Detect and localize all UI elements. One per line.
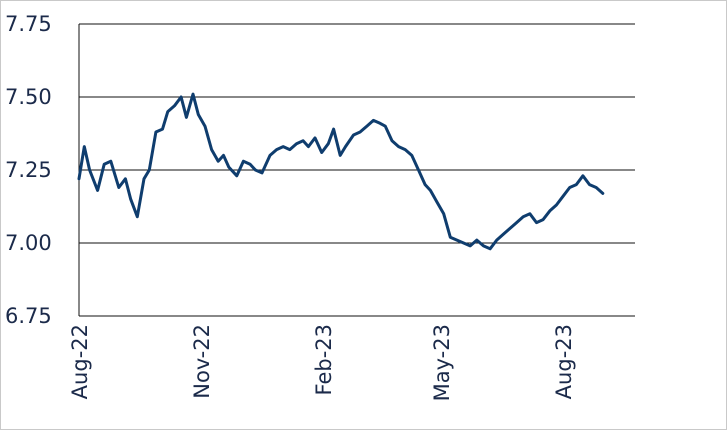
x-tick-label: Nov-22 bbox=[190, 324, 214, 399]
series-line bbox=[77, 92, 605, 251]
grid-layer bbox=[78, 23, 635, 317]
y-tick-label: 7.75 bbox=[5, 12, 52, 36]
x-tick-label: Aug-22 bbox=[68, 324, 92, 399]
y-tick-label: 7.25 bbox=[5, 158, 52, 182]
series-layer bbox=[77, 92, 605, 251]
y-axis-ticks: 7.75 7.50 7.25 7.00 6.75 bbox=[5, 12, 52, 328]
x-tick-label: Aug-23 bbox=[552, 324, 576, 399]
x-tick-label: May-23 bbox=[430, 324, 454, 401]
y-tick-label: 7.00 bbox=[5, 231, 52, 255]
y-tick-label: 6.75 bbox=[5, 304, 52, 328]
x-axis-ticks: Aug-22 Nov-22 Feb-23 May-23 Aug-23 bbox=[68, 324, 576, 401]
x-tick-label: Feb-23 bbox=[312, 324, 336, 395]
y-tick-label: 7.50 bbox=[5, 85, 52, 109]
